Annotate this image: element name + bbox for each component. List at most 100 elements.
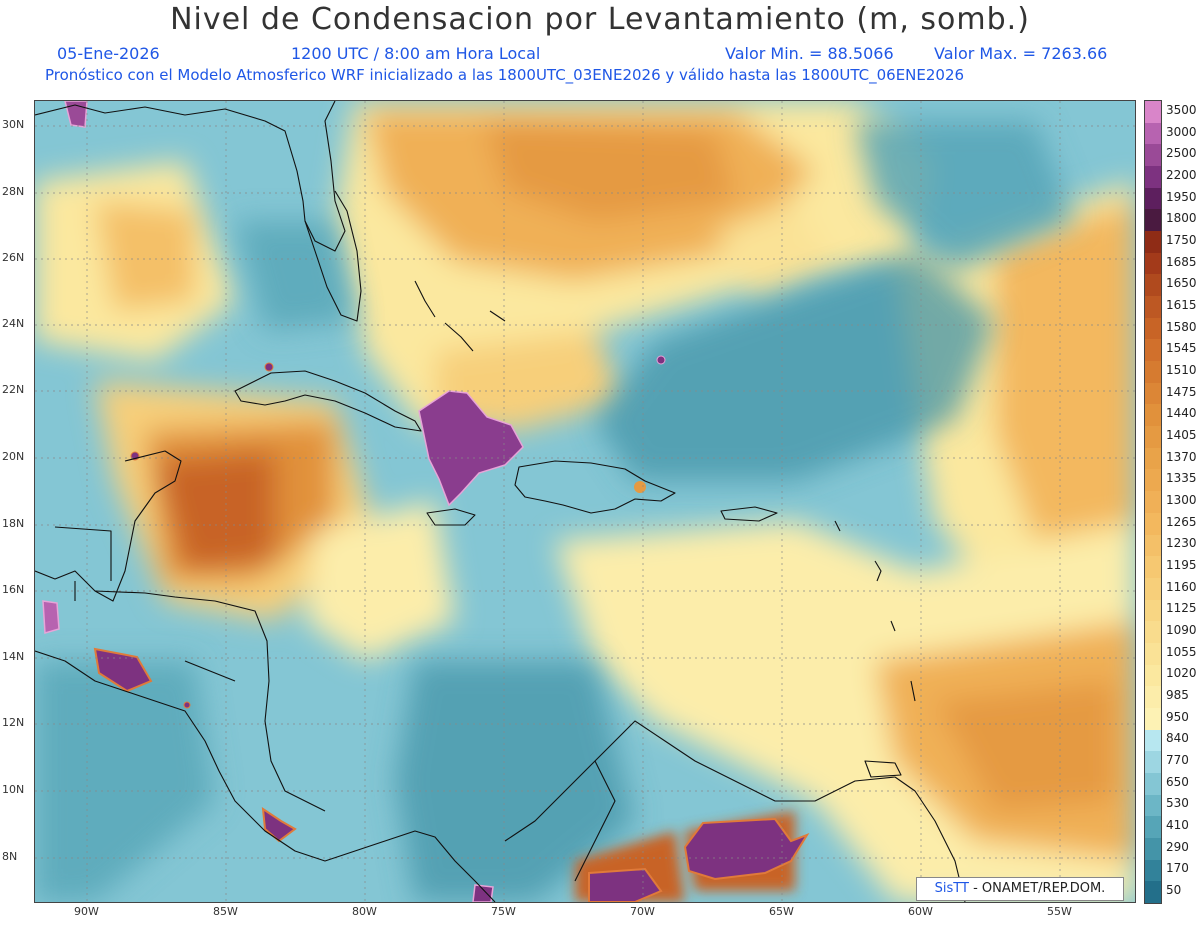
- legend-label: 1650: [1166, 276, 1197, 291]
- field-cell: [183, 701, 191, 709]
- legend-label: 2500: [1166, 146, 1197, 161]
- lcl-map: [35, 101, 1135, 902]
- legend-label: 770: [1166, 753, 1189, 768]
- legend-label: 1020: [1166, 666, 1197, 681]
- legend-label: 1580: [1166, 319, 1197, 334]
- map-panel: [34, 100, 1136, 903]
- antilles-island: [874, 560, 882, 582]
- legend-label: 290: [1166, 839, 1189, 854]
- lat-label: 8N: [2, 850, 18, 863]
- legend-label: 410: [1166, 818, 1189, 833]
- bahamas-island: [489, 310, 506, 322]
- legend-swatch: [1145, 837, 1161, 861]
- central-america-pacific: [35, 650, 496, 902]
- guatemala-border: [54, 526, 112, 581]
- legend-label: 1125: [1166, 601, 1197, 616]
- legend-label: 3000: [1166, 124, 1197, 139]
- legend-swatch: [1145, 361, 1161, 384]
- field-cell: [261, 806, 297, 843]
- lat-label: 12N: [2, 716, 25, 729]
- honduras-border: [184, 660, 236, 682]
- legend-label: 1950: [1166, 189, 1197, 204]
- sistt-logo: SisTT: [934, 881, 969, 896]
- central-america-caribbean: [94, 590, 326, 812]
- coastlines: [35, 101, 966, 902]
- field-cell: [683, 817, 810, 881]
- bahamas-island: [444, 322, 474, 352]
- lon-label: 85W: [213, 905, 238, 918]
- cuba: [234, 370, 422, 432]
- antilles-island: [910, 680, 916, 702]
- lon-label: 80W: [352, 905, 377, 918]
- legend-swatch: [1145, 122, 1161, 145]
- legend-swatch: [1145, 816, 1161, 839]
- legend-swatch: [1145, 859, 1161, 882]
- legend-swatch: [1145, 621, 1161, 644]
- field-patch: [595, 251, 995, 481]
- lat-label: 24N: [2, 317, 25, 330]
- legend-swatch: [1145, 426, 1161, 449]
- legend-swatch: [1145, 166, 1161, 189]
- legend-swatch: [1145, 772, 1161, 796]
- florida-peninsula: [304, 190, 362, 322]
- credit-box: SisTT - ONAMET/REP.DOM.: [916, 877, 1124, 901]
- legend-swatch: [1145, 794, 1161, 817]
- bahamas-island: [414, 280, 436, 318]
- legend-swatch: [1145, 664, 1161, 687]
- legend-swatch: [1145, 707, 1161, 731]
- legend-swatch: [1145, 512, 1161, 535]
- lat-label: 14N: [2, 650, 25, 663]
- hispaniola: [514, 460, 676, 514]
- field-cell: [264, 362, 274, 372]
- legend-label: 1750: [1166, 232, 1197, 247]
- field-cell: [634, 481, 646, 493]
- legend-label: 1475: [1166, 384, 1197, 399]
- legend-label: 840: [1166, 731, 1189, 746]
- legend-label: 1800: [1166, 211, 1197, 226]
- legend-swatch: [1145, 187, 1161, 210]
- legend-swatch: [1145, 404, 1161, 427]
- field-cell: [93, 647, 153, 693]
- legend-swatch: [1145, 144, 1161, 167]
- puerto-rico: [720, 506, 778, 522]
- lat-label: 18N: [2, 517, 25, 530]
- legend-label: 1440: [1166, 406, 1197, 421]
- legend-label: 1230: [1166, 536, 1197, 551]
- min-value: Valor Min. = 88.5066: [725, 44, 894, 63]
- legend-label: 170: [1166, 861, 1189, 876]
- model-info: Pronóstico con el Modelo Atmosferico WRF…: [45, 66, 965, 84]
- field-patch: [485, 121, 735, 221]
- jamaica: [426, 508, 476, 526]
- legend-label: 1090: [1166, 623, 1197, 638]
- lat-label: 22N: [2, 383, 25, 396]
- legend-label: 2200: [1166, 167, 1197, 182]
- lat-label: 30N: [2, 118, 25, 131]
- legend-swatch: [1145, 686, 1161, 709]
- legend-label: 1195: [1166, 558, 1197, 573]
- high-lcl-cells: [42, 101, 810, 902]
- legend-swatch: [1145, 296, 1161, 319]
- legend-label: 950: [1166, 709, 1189, 724]
- legend-swatch: [1145, 534, 1161, 557]
- us-gulf-coast: [35, 101, 346, 252]
- field-patch: [855, 121, 1075, 271]
- field-patch: [395, 661, 635, 902]
- field-patch: [435, 331, 625, 431]
- lat-label: 26N: [2, 251, 25, 264]
- field-cell: [64, 101, 88, 128]
- credit-text: - ONAMET/REP.DOM.: [973, 881, 1106, 896]
- field-patch: [35, 661, 215, 902]
- max-value: Valor Max. = 7263.66: [934, 44, 1108, 63]
- trinidad: [864, 760, 902, 778]
- yucatan-coast: [35, 450, 182, 602]
- lon-label: 75W: [491, 905, 516, 918]
- graticule: [35, 101, 1135, 902]
- legend-label: 1510: [1166, 362, 1197, 377]
- field-patch: [305, 501, 455, 661]
- field-shading: [35, 101, 1135, 902]
- lon-label: 65W: [769, 905, 794, 918]
- legend-swatch: [1145, 642, 1161, 666]
- field-cell: [418, 390, 524, 507]
- legend-label: 650: [1166, 774, 1189, 789]
- legend-swatch: [1145, 751, 1161, 774]
